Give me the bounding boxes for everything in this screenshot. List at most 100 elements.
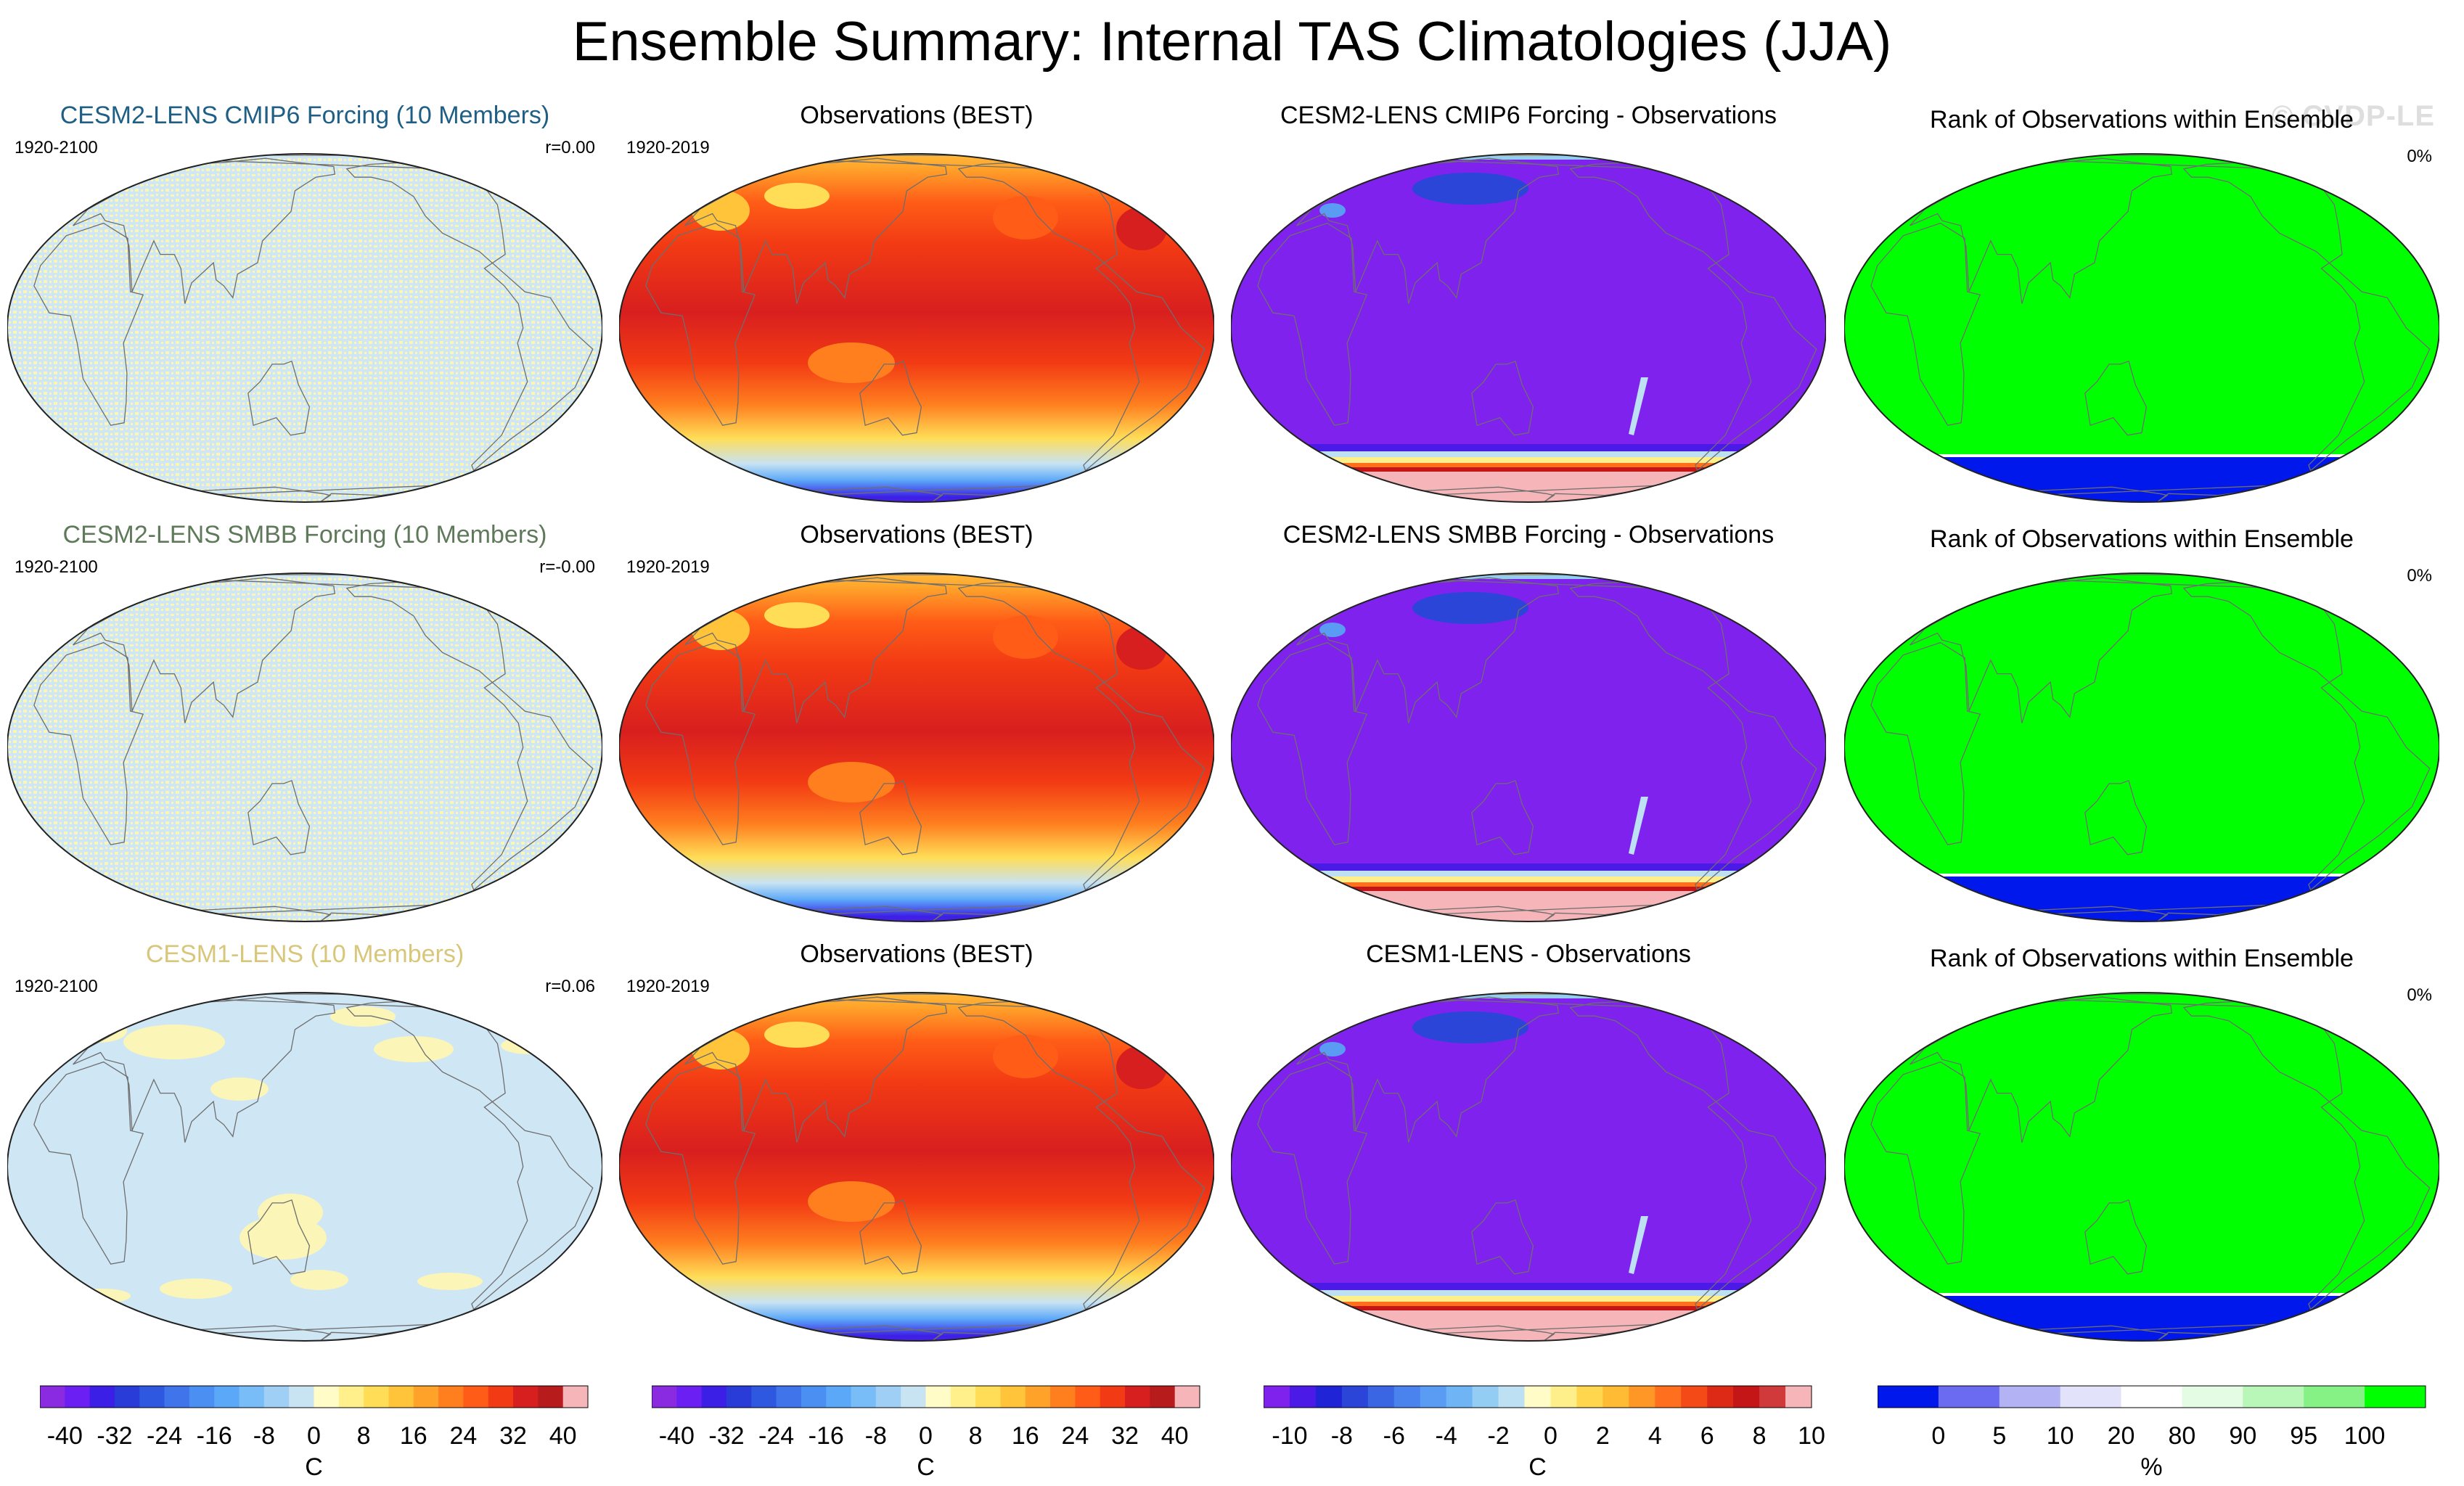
- coastline-australia: [247, 1199, 311, 1275]
- rank-map: [1844, 992, 2439, 1342]
- colorbar-swatch: [1681, 1386, 1708, 1408]
- colorbar-tick-label: 24: [449, 1422, 477, 1450]
- coastline-australia: [1471, 360, 1534, 436]
- rank-panel-row-1: Rank of Observations within Ensemble 0%: [1844, 102, 2439, 522]
- colorbar-tick-label: -2: [1487, 1422, 1509, 1450]
- coastline-africa: [1257, 222, 1368, 426]
- colorbar-swatch: [538, 1386, 564, 1408]
- coastline-africa: [645, 641, 756, 845]
- coastline-australia: [859, 779, 922, 855]
- colorbar-swatch: [413, 1386, 439, 1408]
- colorbar-unit: C: [1528, 1453, 1547, 1481]
- colorbar-tick-label: 0: [1544, 1422, 1558, 1450]
- colorbar-swatch: [65, 1386, 91, 1408]
- colorbar-swatch: [851, 1386, 877, 1408]
- colorbar-swatch: [1150, 1386, 1176, 1408]
- colorbar-tick-label: 0: [919, 1422, 933, 1450]
- colorbar-svg: 0 5 10 20 80 90 95 100%: [1878, 1385, 2426, 1481]
- colorbar-swatch: [1025, 1386, 1051, 1408]
- colorbar-swatch: [2243, 1386, 2304, 1408]
- colorbar-swatch: [2304, 1386, 2365, 1408]
- colorbar-swatch: [801, 1386, 827, 1408]
- ensemble-map: [7, 572, 602, 922]
- colorbar-swatch: [338, 1386, 364, 1408]
- colorbar-swatch: [676, 1386, 703, 1408]
- coastline-australia: [247, 360, 311, 436]
- coastline-eurasia: [684, 577, 948, 723]
- colorbar-swatch: [2121, 1386, 2182, 1408]
- colorbar-tick-label: 32: [1111, 1422, 1139, 1450]
- colorbar-swatch: [2182, 1386, 2243, 1408]
- colorbar-climatology-observations: -40 -32 -24 -16 -8 0 8 16 24 32 40 C: [652, 1382, 1247, 1484]
- colorbar-swatch: [289, 1386, 314, 1408]
- pattern-correlation: r=0.00: [545, 138, 595, 157]
- colorbar-tick-label: -16: [809, 1422, 844, 1450]
- colorbar-tick-label: -16: [197, 1422, 232, 1450]
- colorbar-tick-label: 4: [1648, 1422, 1662, 1450]
- colorbar-tick-label: 0: [1931, 1422, 1945, 1450]
- rank-panel-title: Rank of Observations within Ensemble: [1930, 525, 2354, 553]
- observations-panel-title: Observations (BEST): [800, 940, 1034, 968]
- year-range: 1920-2100: [15, 977, 98, 996]
- colorbar-tick-label: 40: [1161, 1422, 1189, 1450]
- colorbar-tick-label: 2: [1596, 1422, 1610, 1450]
- coastline-eurasia: [1910, 157, 2173, 304]
- coastline-africa: [1870, 1061, 1981, 1265]
- difference-panel-row-1: CESM2-LENS CMIP6 Forcing - Observations: [1231, 102, 1826, 522]
- colorbar-tick-label: 80: [2169, 1422, 2196, 1450]
- coastline-eurasia: [73, 157, 336, 304]
- colorbar-swatch: [164, 1386, 190, 1408]
- year-range: 1920-2100: [15, 557, 98, 577]
- observations-map: [619, 992, 1214, 1342]
- colorbar-swatch: [214, 1386, 240, 1408]
- rank-panel-title: Rank of Observations within Ensemble: [1930, 945, 2354, 972]
- colorbar-swatch: [239, 1386, 265, 1408]
- colorbar-swatch: [726, 1386, 752, 1408]
- coastline-eurasia: [684, 996, 948, 1143]
- colorbar-swatch: [875, 1386, 901, 1408]
- observations-panel-row-2: Observations (BEST) 1920-2019: [619, 521, 1214, 942]
- coastline-eurasia: [1910, 996, 2173, 1143]
- colorbar-tick-label: -40: [659, 1422, 695, 1450]
- colorbar-tick-label: 16: [1012, 1422, 1039, 1450]
- rank-percent: 0%: [2407, 566, 2432, 586]
- coastline-eurasia: [1296, 577, 1560, 723]
- difference-panel-row-3: CESM1-LENS - Observations: [1231, 940, 1826, 1361]
- colorbar-tick-label: -40: [47, 1422, 83, 1450]
- colorbar-swatch: [950, 1386, 976, 1408]
- colorbar-tick-label: -10: [1272, 1422, 1307, 1450]
- colorbar-swatch: [1075, 1386, 1101, 1408]
- colorbar-swatch: [1100, 1386, 1126, 1408]
- rank-panel-row-3: Rank of Observations within Ensemble 0%: [1844, 940, 2439, 1361]
- colorbar-unit: %: [2140, 1453, 2162, 1481]
- coastline-africa: [33, 641, 144, 845]
- colorbar-tick-label: 100: [2344, 1422, 2386, 1450]
- coastline-africa: [1870, 641, 1981, 845]
- colorbar-swatch: [1289, 1386, 1317, 1408]
- colorbar-swatch: [1264, 1386, 1290, 1408]
- rank-panel-title: Rank of Observations within Ensemble: [1930, 106, 2354, 134]
- colorbar-tick-label: 8: [357, 1422, 371, 1450]
- colorbar-tick-label: -4: [1436, 1422, 1457, 1450]
- colorbar-swatch: [1367, 1386, 1395, 1408]
- difference-map: [1231, 572, 1826, 922]
- coastline-australia: [859, 1199, 922, 1275]
- observations-panel-row-3: Observations (BEST) 1920-2019: [619, 940, 1214, 1361]
- colorbar-swatch: [40, 1386, 65, 1408]
- colorbar-tick-label: 40: [549, 1422, 577, 1450]
- ensemble-panel-row-2: CESM2-LENS SMBB Forcing (10 Members) 1920…: [7, 521, 602, 942]
- ensemble-panel-title: CESM2-LENS CMIP6 Forcing (10 Members): [60, 102, 550, 129]
- colorbar-swatch: [1576, 1386, 1603, 1408]
- colorbar-svg: -40 -32 -24 -16 -8 0 8 16 24 32 40 C: [652, 1385, 1200, 1481]
- ensemble-panel-row-3: CESM1-LENS (10 Members) 1920-2100 r=0.06: [7, 940, 602, 1361]
- colorbar-tick-label: 20: [2108, 1422, 2135, 1450]
- colorbar-swatch: [1446, 1386, 1473, 1408]
- colorbar-tick-label: 90: [2229, 1422, 2256, 1450]
- rank-percent: 0%: [2407, 147, 2432, 166]
- coastline-australia: [247, 779, 311, 855]
- colorbar-swatch: [1785, 1386, 1812, 1408]
- colorbar-svg: -40 -32 -24 -16 -8 0 8 16 24 32 40 C: [40, 1385, 589, 1481]
- observations-panel-row-1: Observations (BEST) 1920-2019: [619, 102, 1214, 522]
- colorbar-tick-label: -6: [1383, 1422, 1405, 1450]
- colorbar-swatch: [776, 1386, 802, 1408]
